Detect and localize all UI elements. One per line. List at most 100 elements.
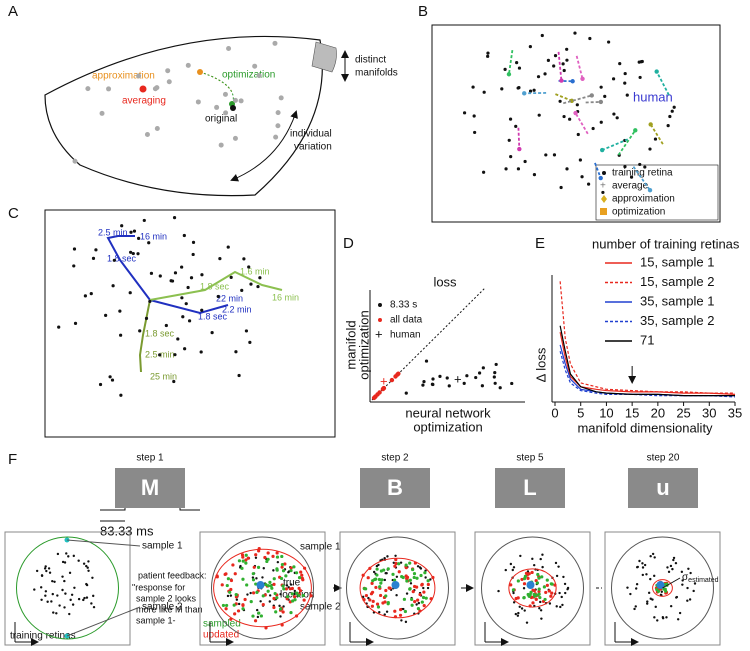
dot [573, 31, 577, 35]
dot [426, 582, 430, 587]
pair [517, 127, 521, 150]
annotation: 1.8 sec [200, 281, 230, 291]
annotation: 22 min [216, 293, 243, 303]
dot [408, 587, 412, 591]
dot [256, 615, 260, 619]
dot [397, 570, 401, 574]
dot [670, 109, 674, 113]
dot [229, 594, 233, 597]
dot [591, 126, 595, 131]
dot [226, 245, 230, 249]
dot [46, 600, 49, 603]
legend-entry: 35, sample 1 [640, 293, 714, 308]
dot [385, 610, 389, 613]
dot [386, 567, 390, 571]
dot [412, 575, 416, 580]
label: sampled [203, 619, 241, 630]
dot [408, 561, 412, 565]
dot [241, 559, 245, 563]
approx-point [197, 69, 203, 75]
dot [285, 584, 289, 587]
dot [539, 609, 543, 612]
dot [654, 605, 657, 609]
dot [364, 587, 368, 591]
dot [69, 598, 72, 602]
dot [191, 252, 195, 257]
dot [233, 612, 237, 616]
annotation: 1.8 sec [198, 311, 228, 321]
dot [599, 120, 603, 124]
dot [462, 111, 467, 115]
dot [210, 331, 214, 335]
dot [216, 294, 220, 299]
dot [629, 175, 634, 179]
legend-entry: training retina [612, 168, 673, 179]
range-circle [481, 536, 584, 640]
dot [90, 602, 93, 605]
panel-e: E 0 5 10 15 20 25 30 35 manifold dimensionality Δ… [533, 235, 742, 435]
dot [380, 386, 386, 392]
dot [573, 110, 578, 116]
dot [39, 586, 43, 589]
dot [158, 353, 162, 357]
dot [534, 597, 538, 601]
dot [473, 130, 477, 135]
dot [493, 381, 497, 385]
dot [544, 153, 548, 157]
dot [376, 605, 381, 609]
dot [254, 553, 258, 557]
dot [51, 592, 54, 596]
dot [170, 279, 175, 283]
label: sample 2 [300, 602, 341, 613]
average-point [139, 85, 147, 93]
dot [424, 359, 429, 363]
dot [552, 64, 556, 68]
series-line [559, 281, 735, 394]
dot [237, 373, 241, 378]
x-tick-label: 15 [625, 405, 639, 420]
label: sample 1 [300, 542, 341, 553]
dot [531, 557, 534, 561]
original-point [230, 105, 236, 111]
pair [575, 55, 584, 80]
dot [413, 600, 417, 604]
dot [110, 378, 115, 382]
dot [289, 610, 293, 615]
pair [508, 50, 514, 75]
x-tick-label: 25 [676, 405, 690, 420]
dot [111, 284, 115, 288]
dot [87, 569, 90, 573]
label: manifolds [355, 68, 398, 79]
dot [531, 601, 535, 605]
pair [655, 71, 670, 96]
dot [482, 170, 486, 174]
dot [498, 386, 502, 390]
dot [538, 595, 542, 600]
dot [184, 302, 188, 306]
dot [687, 567, 690, 570]
dot [118, 309, 122, 313]
dot [191, 240, 196, 244]
dot [63, 579, 66, 583]
dot [659, 593, 663, 596]
dot [147, 241, 151, 245]
legend-entry: optimization [612, 207, 665, 218]
dot [416, 565, 420, 568]
dot [517, 146, 522, 152]
dot [397, 562, 401, 566]
dot [181, 315, 185, 319]
dot [241, 577, 245, 581]
dot [384, 572, 387, 575]
dot [108, 375, 112, 379]
dot [424, 576, 427, 579]
dot [256, 565, 261, 570]
legend-title: number of training retinas [592, 236, 740, 251]
estimate [508, 568, 557, 608]
dot [601, 190, 605, 195]
title: loss [433, 274, 457, 289]
dot [417, 601, 421, 605]
dot [278, 604, 281, 608]
dot [283, 562, 287, 566]
dot [268, 594, 272, 597]
dot [646, 602, 649, 605]
